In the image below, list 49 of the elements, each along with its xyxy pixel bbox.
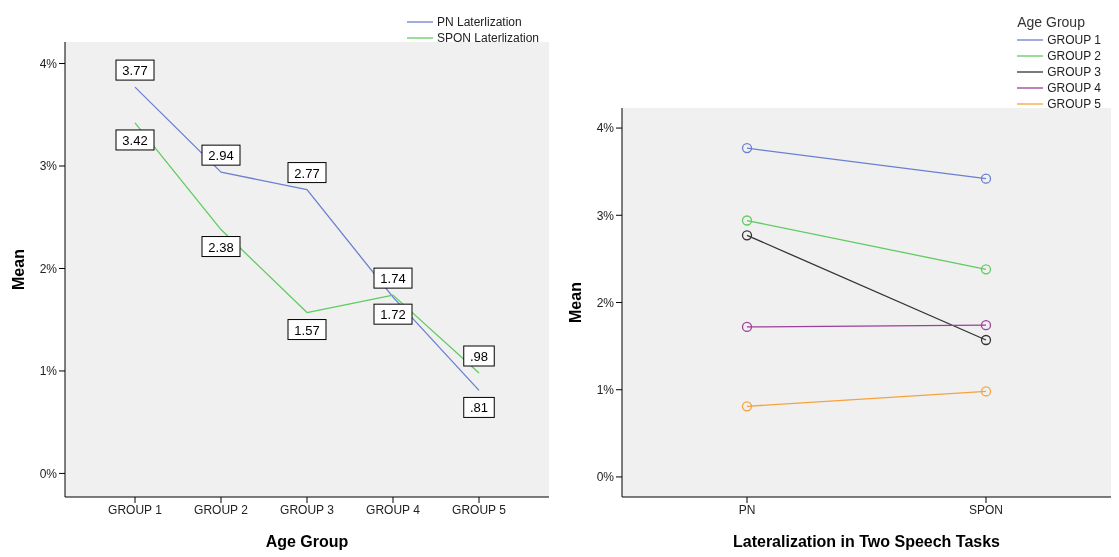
y-axis-title: Mean: [566, 282, 584, 323]
x-tick-label: SPON: [968, 502, 1004, 517]
data-label: 3.42: [122, 132, 148, 148]
x-tick-label: GROUP 5: [452, 502, 507, 517]
x-tick-label: GROUP 3: [280, 502, 335, 517]
point: [980, 264, 992, 275]
data-label: 1.72: [380, 307, 406, 323]
point: [980, 386, 992, 397]
y-tick-label: 1%: [39, 364, 58, 379]
legend-label: GROUP 2: [1047, 49, 1101, 63]
data-label: 2.94: [208, 148, 234, 164]
y-tick-label: 2%: [39, 261, 58, 276]
data-label: 3.77: [122, 63, 148, 79]
legend-label: GROUP 3: [1047, 65, 1101, 79]
x-axis-title: Lateralization in Two Speech Tasks: [732, 533, 1001, 550]
x-axis-title: Age Group: [265, 533, 349, 550]
y-tick-label: 2%: [596, 295, 615, 310]
point: [980, 320, 992, 331]
legend-label: GROUP 5: [1047, 97, 1101, 111]
data-label: 2.77: [294, 165, 320, 181]
data-label: 1.57: [294, 322, 320, 338]
x-tick-label: GROUP 4: [366, 502, 421, 517]
legend-label: PN Laterlization: [436, 15, 522, 29]
x-tick-label: GROUP 2: [194, 502, 249, 517]
point: [741, 321, 753, 333]
point: [741, 215, 753, 226]
point: [980, 173, 992, 184]
x-tick-label: PN: [738, 502, 756, 517]
y-tick-label: 0%: [39, 466, 58, 481]
point: [741, 230, 753, 241]
point: [741, 401, 753, 412]
y-tick-label: 1%: [596, 382, 615, 397]
y-tick-label: 3%: [596, 208, 615, 223]
legend-label: SPON Laterlization: [436, 31, 539, 45]
legend-label: GROUP 4: [1047, 81, 1101, 95]
y-tick-label: 4%: [596, 121, 615, 136]
data-label: .98: [469, 349, 489, 364]
point: [741, 142, 753, 154]
legend-label: GROUP 1: [1047, 33, 1101, 47]
y-tick-label: 3%: [39, 159, 58, 174]
data-label: 1.74: [380, 271, 406, 287]
data-label: .81: [469, 400, 489, 416]
y-tick-label: 4%: [39, 56, 58, 71]
y-axis-title: Mean: [9, 249, 27, 290]
data-label: 2.38: [208, 239, 234, 255]
y-tick-label: 0%: [596, 470, 615, 485]
legend-title: Age Group: [1017, 14, 1086, 30]
point: [980, 334, 992, 346]
x-tick-label: GROUP 1: [108, 502, 163, 517]
